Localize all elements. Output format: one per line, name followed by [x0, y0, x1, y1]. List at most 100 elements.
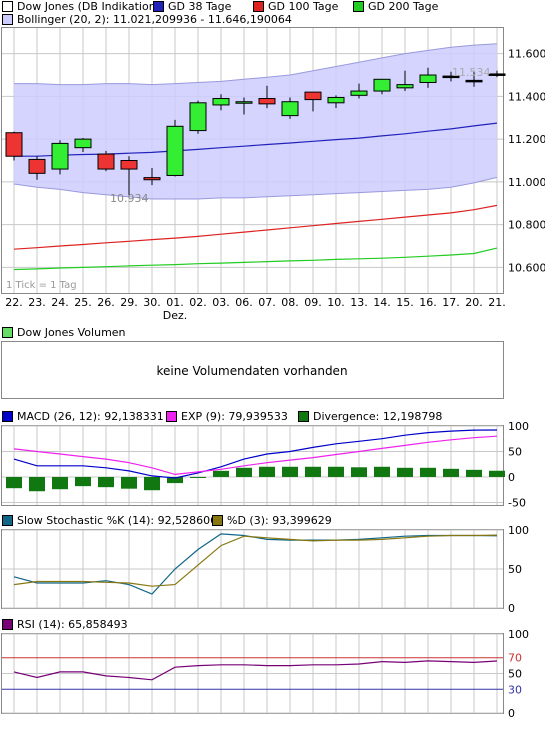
candle-body	[465, 79, 483, 83]
price-x-tick-label: 09.	[304, 296, 322, 309]
price-x-tick-label: 25.	[74, 296, 92, 309]
price-x-tick-label: 01.	[166, 296, 184, 309]
candle-body	[166, 125, 184, 176]
stoch-y-tick-label: 0	[508, 602, 515, 615]
macd-y-tick-label: -50	[508, 496, 526, 509]
price-x-tick-label: 13.	[350, 296, 368, 309]
price-y-tick-label: 10.800	[508, 219, 545, 232]
candle-body	[350, 90, 368, 96]
legend-stoch-k-swatch	[2, 515, 13, 526]
price-y-tick-label: 11.400	[508, 90, 545, 103]
legend-gd38-swatch	[153, 1, 164, 12]
macd-y-ticks: -50 0 50 100	[508, 420, 529, 509]
price-x-tick-label: 08.	[281, 296, 299, 309]
legend-gd200-swatch	[353, 1, 364, 12]
candle-body	[488, 73, 506, 76]
price-x-sublabel: Dez.	[163, 309, 188, 322]
macd-y-tick-label: 0	[508, 471, 515, 484]
price-x-tick-label: 02.	[189, 296, 207, 309]
stoch-panel: 0 50 100	[1, 524, 529, 615]
bollinger-upper-line	[14, 43, 498, 86]
rsi-y-tick-label: 0	[508, 707, 515, 720]
divergence-bar	[52, 476, 68, 490]
legend-rsi-swatch	[2, 619, 13, 630]
candle-body	[304, 91, 322, 101]
divergence-bar	[282, 466, 298, 477]
legend-dow-swatch	[2, 1, 13, 12]
candles	[5, 67, 506, 196]
price-x-tick-label: 06.	[235, 296, 253, 309]
price-y-ticks: 10.600 10.800 11.000 11.200 11.400 11.600	[508, 48, 545, 275]
legend-volume: Dow Jones Volumen	[2, 326, 126, 339]
legend-exp-swatch	[166, 411, 177, 422]
volume-panel-frame	[1, 341, 504, 399]
price-x-tick-label: 15.	[396, 296, 414, 309]
macd-panel: -50 0 50 100	[1, 420, 529, 509]
candle-body	[28, 158, 46, 174]
volume-message: keine Volumendaten vorhanden	[156, 364, 348, 378]
price-x-tick-label: 21.	[488, 296, 506, 309]
volume-panel	[1, 341, 504, 399]
divergence-bar	[305, 466, 321, 477]
macd-y-tick-label: 50	[508, 445, 522, 458]
rsi-y-tick-label: 50	[508, 668, 522, 681]
price-x-tick-label: 23.	[28, 296, 46, 309]
candle-body	[373, 78, 391, 92]
price-y-tick-label: 11.000	[508, 176, 545, 189]
price-y-tick-label: 10.600	[508, 261, 545, 274]
divergence-bar	[213, 470, 229, 477]
bollinger-lower-line	[13, 176, 498, 200]
candle-body	[97, 153, 115, 170]
legend-stoch-d-swatch	[212, 515, 223, 526]
legend-volume-label: Dow Jones Volumen	[17, 326, 126, 339]
candle-body	[51, 142, 69, 170]
candle-body	[281, 101, 299, 117]
divergence-bar	[75, 476, 91, 487]
divergence-bar	[351, 467, 367, 477]
rsi-y-tick-label: 30	[508, 683, 522, 696]
legend-gd38-label: GD 38 Tage	[168, 0, 232, 13]
candle-body	[235, 101, 253, 104]
price-x-tick-label: 24.	[51, 296, 69, 309]
legend-macd-swatch	[2, 411, 13, 422]
annotation-high: 11.534	[452, 66, 491, 79]
legend-stoch-k: Slow Stochastic %K (14): 92,528606	[2, 514, 217, 527]
divergence-bar	[328, 466, 344, 477]
legend-macd: MACD (26, 12): 92,138331	[2, 410, 164, 423]
legend-bollinger-label: Bollinger (20, 2): 11.021,209936 - 11.64…	[17, 13, 292, 26]
legend-stoch-k-label: Slow Stochastic %K (14): 92,528606	[17, 514, 218, 527]
divergence-bar	[397, 467, 413, 477]
legend-bollinger: Bollinger (20, 2): 11.021,209936 - 11.64…	[2, 13, 292, 26]
stoch-d-line	[13, 534, 498, 587]
rsi-line	[13, 660, 498, 681]
candle-body	[120, 160, 138, 170]
legend-divergence: Divergence: 12,198798	[298, 410, 442, 423]
candle-body	[189, 102, 207, 132]
candle-body	[143, 177, 161, 181]
price-x-tick-label: 10.	[327, 296, 345, 309]
price-panel: 10.600 10.800 11.000 11.200 11.400 11.600 22.…	[1, 27, 545, 322]
legend-stoch-d: %D (3): 93,399629	[212, 514, 332, 527]
exp-line	[13, 435, 498, 476]
rsi-y-ticks: 0 30 50 70 100	[508, 628, 529, 720]
legend-gd200: GD 200 Tage	[353, 0, 438, 13]
price-x-tick-label: 07.	[258, 296, 276, 309]
legend-divergence-swatch	[298, 411, 309, 422]
candle-body	[5, 132, 23, 157]
legend-macd-label: MACD (26, 12): 92,138331	[17, 410, 164, 423]
price-x-tick-label: 26.	[97, 296, 115, 309]
legend-divergence-label: Divergence: 12,198798	[313, 410, 443, 423]
divergence-bar	[443, 468, 459, 477]
price-x-tick-label: 20.	[465, 296, 483, 309]
price-x-tick-label: 29.	[120, 296, 138, 309]
legend-exp-label: EXP (9): 79,939533	[181, 410, 288, 423]
legend-rsi-label: RSI (14): 65,858493	[17, 618, 128, 631]
legend-gd38: GD 38 Tage	[153, 0, 231, 13]
price-y-tick-label: 11.600	[508, 48, 545, 61]
candle-body	[419, 74, 437, 83]
macd-line	[13, 429, 498, 479]
price-x-tick-label: 16.	[419, 296, 437, 309]
stoch-y-tick-label: 50	[508, 563, 522, 576]
divergence-bar	[29, 476, 45, 492]
macd-grid	[2, 425, 503, 505]
